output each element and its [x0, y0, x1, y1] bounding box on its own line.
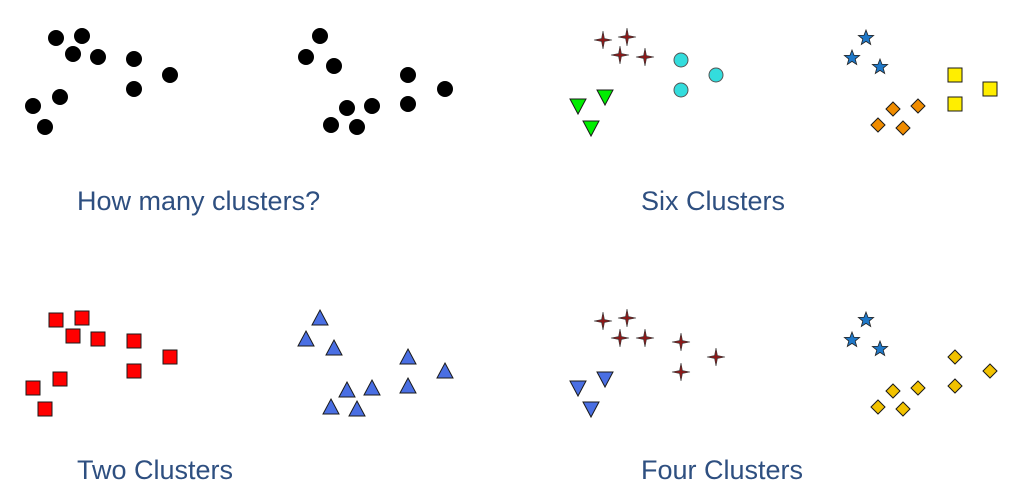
six-cluster-1-sparkle-marker-2: [617, 27, 637, 47]
four-cluster-3-star-marker-3: [871, 339, 889, 357]
how-many-group-a-dot-marker-2: [74, 28, 90, 44]
caption-six-clusters: Six Clusters: [641, 186, 786, 216]
six-cluster-2-triangle-down-marker-2: [596, 89, 614, 107]
four-cluster-4-diamond-marker-7: [947, 378, 963, 394]
how-many-group-a-dot-marker-8: [52, 89, 68, 105]
two-cluster-1-square-marker-3: [65, 328, 81, 344]
two-cluster-2-triangle-up-marker-7: [363, 378, 381, 396]
how-many-group-b-dot-marker-5: [437, 81, 453, 97]
four-cluster-4-diamond-marker-4: [910, 380, 926, 396]
two-cluster-1-square-marker-7: [126, 363, 142, 379]
two-cluster-1-square-marker-9: [25, 380, 41, 396]
six-cluster-3-circle-marker-1: [673, 52, 689, 68]
four-cluster-2-triangle-down-marker-3: [582, 401, 600, 419]
six-cluster-6-square-marker-3: [947, 96, 963, 112]
two-cluster-1-square-marker-4: [90, 331, 106, 347]
six-cluster-4-star-marker-3: [871, 57, 889, 75]
four-cluster-4-diamond-marker-3: [895, 401, 911, 417]
two-cluster-2-triangle-up-marker-1: [311, 308, 329, 326]
four-cluster-1-sparkle-marker-6: [706, 347, 726, 367]
two-cluster-2-triangle-up-marker-10: [348, 399, 366, 417]
four-cluster-2-triangle-down-marker-1: [569, 380, 587, 398]
how-many-group-b-dot-marker-9: [323, 117, 339, 133]
two-cluster-2-triangle-up-marker-5: [436, 361, 454, 379]
four-cluster-4-diamond-marker-6: [982, 363, 998, 379]
how-many-group-a-dot-marker-7: [126, 81, 142, 97]
two-cluster-1-square-marker-8: [52, 371, 68, 387]
four-cluster-2-triangle-down-marker-2: [596, 371, 614, 389]
six-cluster-1-sparkle-marker-3: [610, 45, 630, 65]
two-cluster-2-triangle-up-marker-8: [338, 380, 356, 398]
two-cluster-1-square-marker-1: [48, 312, 64, 328]
four-cluster-1-sparkle-marker-3: [610, 328, 630, 348]
caption-how-many-clusters: How many clusters?: [77, 186, 321, 216]
how-many-group-a-dot-marker-4: [90, 49, 106, 65]
six-cluster-3-circle-marker-3: [673, 82, 689, 98]
four-cluster-4-diamond-marker-2: [885, 383, 901, 399]
two-cluster-1-square-marker-2: [74, 310, 90, 326]
four-cluster-1-sparkle-marker-5: [671, 332, 691, 352]
four-cluster-4-diamond-marker-5: [947, 349, 963, 365]
two-cluster-2-triangle-up-marker-3: [325, 338, 343, 356]
six-cluster-1-sparkle-marker-4: [635, 47, 655, 67]
six-cluster-1-sparkle-marker-1: [593, 30, 613, 50]
six-cluster-5-diamond-marker-1: [870, 117, 886, 133]
six-cluster-2-triangle-down-marker-1: [569, 98, 587, 116]
two-cluster-1-square-marker-5: [126, 333, 142, 349]
how-many-group-b-dot-marker-10: [349, 119, 365, 135]
how-many-group-b-dot-marker-4: [400, 67, 416, 83]
six-cluster-6-square-marker-1: [947, 67, 963, 83]
how-many-group-a-dot-marker-3: [65, 46, 81, 62]
two-cluster-1-square-marker-6: [162, 349, 178, 365]
two-cluster-2-triangle-up-marker-9: [322, 397, 340, 415]
two-cluster-1-square-marker-10: [37, 401, 53, 417]
how-many-group-b-dot-marker-2: [298, 49, 314, 65]
six-cluster-2-triangle-down-marker-3: [582, 120, 600, 138]
six-cluster-5-diamond-marker-2: [885, 101, 901, 117]
six-cluster-4-star-marker-1: [857, 28, 875, 46]
six-cluster-4-star-marker-2: [843, 48, 861, 66]
how-many-group-a-dot-marker-1: [48, 30, 64, 46]
caption-four-clusters: Four Clusters: [641, 455, 804, 485]
six-cluster-5-diamond-marker-4: [910, 98, 926, 114]
six-cluster-3-circle-marker-2: [708, 67, 724, 83]
how-many-group-a-dot-marker-9: [25, 98, 41, 114]
six-cluster-6-square-marker-2: [982, 81, 998, 97]
how-many-group-b-dot-marker-6: [400, 96, 416, 112]
how-many-group-b-dot-marker-8: [339, 100, 355, 116]
two-cluster-2-triangle-up-marker-4: [399, 347, 417, 365]
how-many-group-b-dot-marker-1: [312, 28, 328, 44]
four-cluster-1-sparkle-marker-1: [593, 311, 613, 331]
four-cluster-1-sparkle-marker-7: [671, 362, 691, 382]
four-cluster-4-diamond-marker-1: [870, 399, 886, 415]
how-many-group-b-dot-marker-7: [364, 98, 380, 114]
four-cluster-1-sparkle-marker-4: [635, 328, 655, 348]
six-cluster-5-diamond-marker-3: [895, 120, 911, 136]
two-cluster-2-triangle-up-marker-6: [399, 376, 417, 394]
how-many-group-a-dot-marker-10: [37, 119, 53, 135]
four-cluster-3-star-marker-2: [843, 330, 861, 348]
how-many-group-a-dot-marker-5: [126, 51, 142, 67]
how-many-group-a-dot-marker-6: [162, 67, 178, 83]
caption-two-clusters: Two Clusters: [77, 455, 234, 485]
four-cluster-1-sparkle-marker-2: [617, 308, 637, 328]
how-many-group-b-dot-marker-3: [326, 58, 342, 74]
two-cluster-2-triangle-up-marker-2: [297, 329, 315, 347]
four-cluster-3-star-marker-1: [857, 310, 875, 328]
